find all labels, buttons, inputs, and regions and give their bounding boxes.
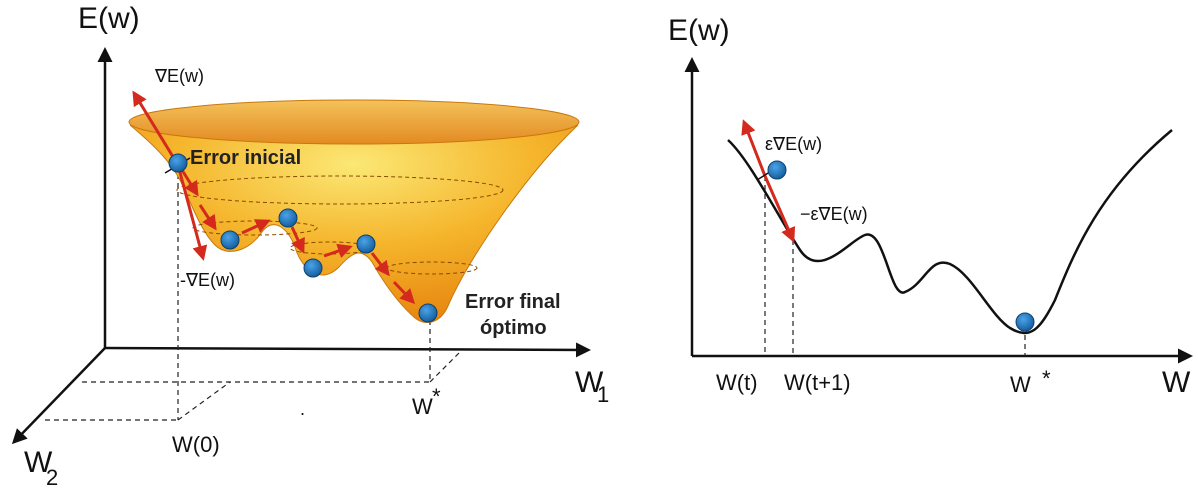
neg-eps-grad-arrow	[763, 175, 796, 243]
ball-initial	[168, 153, 188, 173]
ball	[220, 230, 240, 250]
left-w2-axis	[11, 347, 106, 445]
error-final-label: Error final	[465, 291, 561, 313]
error-final-label-2: óptimo	[480, 317, 547, 339]
w1-axis-label: W	[575, 366, 604, 399]
projection-lines	[45, 165, 461, 421]
error-curve	[727, 129, 1173, 335]
surface-rim	[128, 99, 580, 145]
ball	[278, 208, 298, 228]
right-ball-optimum	[1015, 312, 1035, 332]
grad-negative-label: -∇E(w)	[180, 270, 235, 290]
left-panel: E(w) ∇E(w) -∇E(w) Error inicial Error fi…	[11, 2, 609, 490]
start-point-label: W(0)	[172, 432, 220, 457]
descent-path	[180, 169, 416, 305]
dot-mark: .	[300, 399, 305, 419]
eps-grad-arrow	[741, 119, 767, 177]
w2-axis-label: W	[24, 446, 53, 479]
right-panel: E(w) ε∇E(w) −ε∇E(w) W(t) W(t+1) W * W	[668, 14, 1193, 399]
wstar-label: W	[1010, 372, 1031, 397]
right-y-axis-label: E(w)	[668, 14, 730, 47]
wt1-label: W(t+1)	[784, 370, 851, 395]
grad-negative-arrow	[176, 164, 208, 261]
w2-axis-subscript: 2	[46, 465, 58, 490]
w1-axis-subscript: 1	[597, 382, 609, 407]
left-y-axis-label: E(w)	[78, 2, 140, 35]
neg-eps-grad-label: −ε∇E(w)	[800, 204, 868, 224]
left-w1-axis	[104, 342, 591, 358]
wt-label: W(t)	[716, 370, 758, 395]
wstar-star: *	[1042, 366, 1051, 391]
descent-points	[168, 153, 438, 323]
optimum-star: *	[432, 384, 441, 409]
right-x-axis-label: W	[1162, 366, 1191, 399]
ball-final	[418, 303, 438, 323]
right-projection-lines	[764, 176, 1026, 356]
error-initial-label: Error inicial	[190, 147, 301, 169]
eps-grad-label: ε∇E(w)	[765, 134, 822, 154]
grad-positive-arrow	[132, 90, 180, 166]
optimum-label: W	[412, 394, 433, 419]
grad-positive-label: ∇E(w)	[154, 66, 204, 86]
ball	[303, 258, 323, 278]
ball	[356, 234, 376, 254]
right-ball-current	[767, 160, 787, 180]
